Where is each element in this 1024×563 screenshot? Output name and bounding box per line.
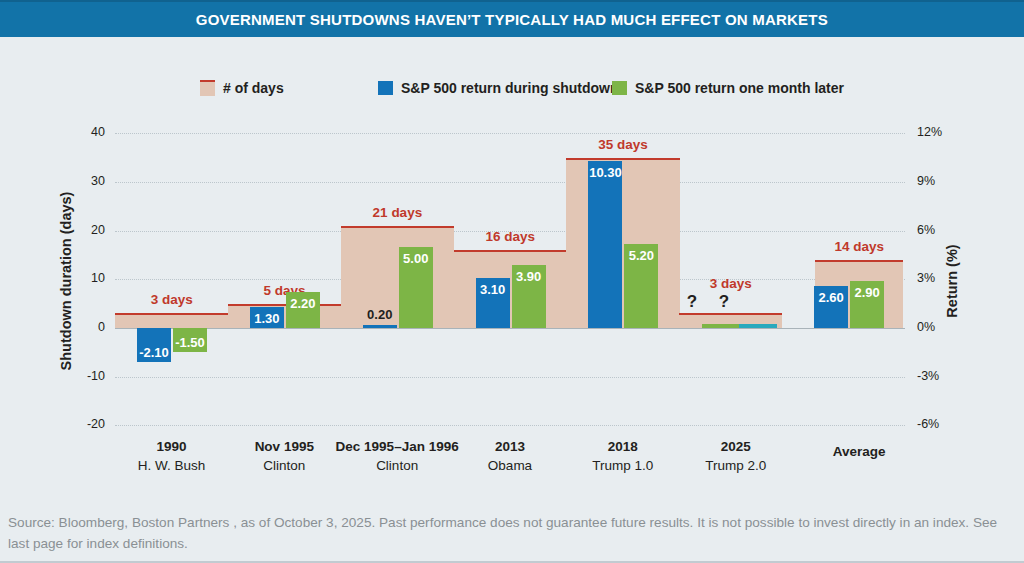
days-swatch-icon — [200, 80, 215, 96]
left-axis-tick: 0 — [59, 320, 105, 334]
days-bar — [566, 158, 679, 328]
stub-bar-later — [702, 324, 739, 328]
chart-title: GOVERNMENT SHUTDOWNS HAVEN’T TYPICALLY H… — [196, 11, 828, 29]
legend-label: S&P 500 return one month later — [635, 80, 844, 96]
gridline — [115, 182, 905, 183]
day-count-label: 21 days — [342, 205, 452, 220]
question-mark: ? — [687, 292, 697, 312]
return-during-bar — [363, 325, 397, 328]
category-year: Average — [774, 442, 944, 461]
infographic-page: GOVERNMENT SHUTDOWNS HAVEN’T TYPICALLY H… — [0, 0, 1024, 563]
legend-item-days: # of days — [200, 80, 284, 96]
return-value-label: 3.10 — [468, 282, 518, 297]
day-count-label: 35 days — [568, 137, 678, 152]
return-value-label: 5.20 — [616, 248, 666, 263]
return-value-label: 3.90 — [504, 269, 554, 284]
left-axis-tick: -20 — [59, 417, 105, 431]
gridline — [115, 133, 905, 134]
right-axis-tick: 12% — [917, 125, 963, 139]
return-value-label: 5.00 — [391, 251, 441, 266]
day-count-label: 14 days — [804, 239, 914, 254]
zero-gridline — [115, 328, 905, 329]
legend-item-during: S&P 500 return during shutdown — [378, 80, 619, 96]
right-axis-tick: 6% — [917, 223, 963, 237]
right-axis-tick: -3% — [917, 369, 963, 383]
legend-item-later: S&P 500 return one month later — [612, 80, 844, 96]
days-bar — [115, 313, 228, 328]
return-value-label: 0.20 — [355, 307, 405, 322]
day-count-label: 16 days — [455, 229, 565, 244]
return-during-bar — [588, 161, 622, 328]
return-value-label: -1.50 — [165, 335, 215, 350]
stub-bar-during — [739, 324, 777, 328]
left-axis-tick: 30 — [59, 174, 105, 188]
right-axis-tick: 3% — [917, 271, 963, 285]
return-value-label: 1.30 — [242, 311, 292, 326]
gridline — [115, 377, 905, 378]
right-axis-tick: 9% — [917, 174, 963, 188]
left-axis-tick: 40 — [59, 125, 105, 139]
return-value-label: 2.90 — [842, 285, 892, 300]
return-value-label: 10.30 — [580, 165, 630, 180]
x-axis-category: Average — [774, 442, 944, 461]
left-axis-tick: 10 — [59, 271, 105, 285]
gridline — [115, 425, 905, 426]
day-count-label: 3 days — [117, 292, 227, 307]
legend-label: S&P 500 return during shutdown — [401, 80, 619, 96]
day-count-label: 3 days — [676, 276, 786, 291]
source-note: Source: Bloomberg, Boston Partners , as … — [8, 512, 1016, 554]
return-value-label: 2.20 — [278, 296, 328, 311]
question-mark: ? — [719, 292, 729, 312]
chart-title-bar: GOVERNMENT SHUTDOWNS HAVEN’T TYPICALLY H… — [0, 0, 1024, 37]
left-axis-tick: -10 — [59, 369, 105, 383]
right-axis-tick: -6% — [917, 417, 963, 431]
left-axis-tick: 20 — [59, 223, 105, 237]
legend-label: # of days — [223, 80, 284, 96]
later-swatch-icon — [612, 81, 627, 95]
during-swatch-icon — [378, 81, 393, 95]
right-axis-tick: 0% — [917, 320, 963, 334]
